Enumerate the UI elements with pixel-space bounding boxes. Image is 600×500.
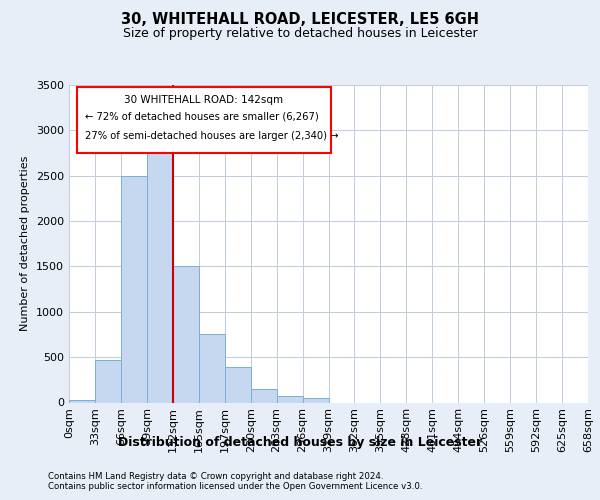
Bar bbox=[302, 398, 329, 402]
Text: ← 72% of detached houses are smaller (6,267): ← 72% of detached houses are smaller (6,… bbox=[85, 112, 319, 122]
Bar bbox=[251, 389, 277, 402]
Bar bbox=[173, 266, 199, 402]
Text: Size of property relative to detached houses in Leicester: Size of property relative to detached ho… bbox=[122, 28, 478, 40]
Bar bbox=[199, 334, 224, 402]
FancyBboxPatch shape bbox=[77, 86, 331, 154]
Text: 27% of semi-detached houses are larger (2,340) →: 27% of semi-detached houses are larger (… bbox=[85, 131, 338, 141]
Text: 30 WHITEHALL ROAD: 142sqm: 30 WHITEHALL ROAD: 142sqm bbox=[124, 94, 284, 104]
Bar bbox=[225, 367, 251, 402]
Text: Contains HM Land Registry data © Crown copyright and database right 2024.: Contains HM Land Registry data © Crown c… bbox=[48, 472, 383, 481]
Bar bbox=[147, 146, 173, 402]
Bar bbox=[121, 176, 147, 402]
Y-axis label: Number of detached properties: Number of detached properties bbox=[20, 156, 31, 332]
Text: 30, WHITEHALL ROAD, LEICESTER, LE5 6GH: 30, WHITEHALL ROAD, LEICESTER, LE5 6GH bbox=[121, 12, 479, 28]
Bar bbox=[69, 400, 95, 402]
Bar bbox=[95, 360, 121, 403]
Text: Contains public sector information licensed under the Open Government Licence v3: Contains public sector information licen… bbox=[48, 482, 422, 491]
Text: Distribution of detached houses by size in Leicester: Distribution of detached houses by size … bbox=[118, 436, 482, 449]
Bar bbox=[277, 396, 302, 402]
